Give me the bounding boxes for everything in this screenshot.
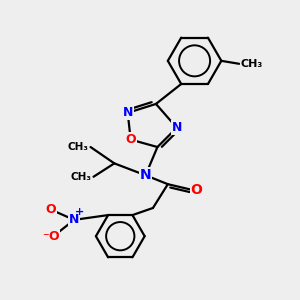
Text: +: + <box>75 207 84 218</box>
Text: ⁻: ⁻ <box>42 231 48 244</box>
Text: CH₃: CH₃ <box>70 172 91 182</box>
Text: CH₃: CH₃ <box>241 59 263 69</box>
Text: N: N <box>172 121 182 134</box>
Text: O: O <box>48 230 59 243</box>
Text: N: N <box>122 106 133 119</box>
Text: O: O <box>125 133 136 146</box>
Text: O: O <box>191 183 203 197</box>
Text: N: N <box>140 168 152 182</box>
Text: CH₃: CH₃ <box>67 142 88 152</box>
Text: O: O <box>45 203 56 216</box>
Text: N: N <box>69 213 80 226</box>
